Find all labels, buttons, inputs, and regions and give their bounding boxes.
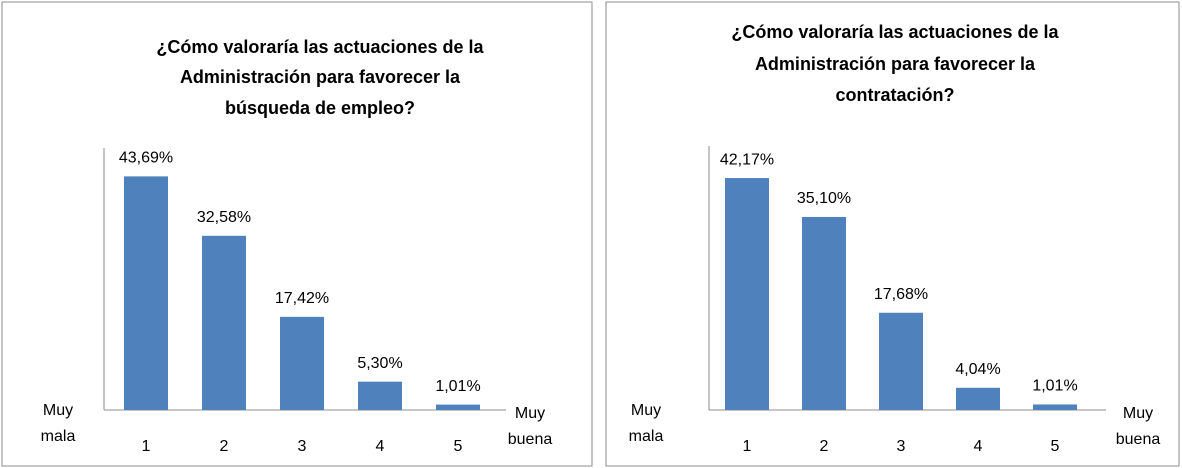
x-tick-label: 2 <box>220 438 229 455</box>
data-label: 5,30% <box>357 355 402 372</box>
axis-end-label: Muy <box>515 405 545 422</box>
axis-end-label: mala <box>41 428 76 445</box>
x-tick-label: 1 <box>142 438 151 455</box>
bar <box>124 176 168 410</box>
bar <box>202 235 246 410</box>
chart-title: ¿Cómo valoraría las actuaciones de la <box>156 37 484 57</box>
data-label: 32,58% <box>197 209 251 226</box>
x-tick-label: 2 <box>820 438 829 455</box>
x-tick-label: 4 <box>974 438 983 455</box>
data-label: 17,68% <box>874 286 928 303</box>
data-label: 17,42% <box>275 290 329 307</box>
chart-title: búsqueda de empleo? <box>225 98 415 118</box>
bar <box>802 216 846 410</box>
data-label: 1,01% <box>1032 378 1077 395</box>
axis-end-label: buena <box>508 431 553 448</box>
bar <box>280 316 324 410</box>
bar <box>358 381 402 410</box>
x-tick-label: 1 <box>743 438 752 455</box>
axis-end-label: buena <box>1116 431 1161 448</box>
bar <box>1033 404 1077 410</box>
bar <box>956 387 1000 410</box>
x-tick-label: 5 <box>1051 438 1060 455</box>
data-label: 43,69% <box>119 150 173 167</box>
bar <box>725 178 769 410</box>
bar <box>879 312 923 410</box>
chart-title: ¿Cómo valoraría las actuaciones de la <box>731 22 1059 42</box>
x-tick-label: 5 <box>454 438 463 455</box>
axis-end-label: Muy <box>43 402 73 419</box>
data-label: 1,01% <box>435 378 480 395</box>
x-tick-label: 4 <box>376 438 385 455</box>
bar <box>436 404 480 410</box>
data-label: 4,04% <box>955 361 1000 378</box>
x-tick-label: 3 <box>897 438 906 455</box>
data-label: 35,10% <box>797 190 851 207</box>
axis-end-label: mala <box>629 428 664 445</box>
data-label: 42,17% <box>720 151 774 168</box>
chart-frame <box>605 1 1180 467</box>
chart-title: Administración para favorecer la <box>755 54 1036 74</box>
chart-frame <box>1 1 593 467</box>
chart-title: Administración para favorecer la <box>180 67 461 87</box>
axis-end-label: Muy <box>1123 405 1153 422</box>
chart-title: contratación? <box>835 85 954 105</box>
x-tick-label: 3 <box>298 438 307 455</box>
axis-end-label: Muy <box>631 402 661 419</box>
